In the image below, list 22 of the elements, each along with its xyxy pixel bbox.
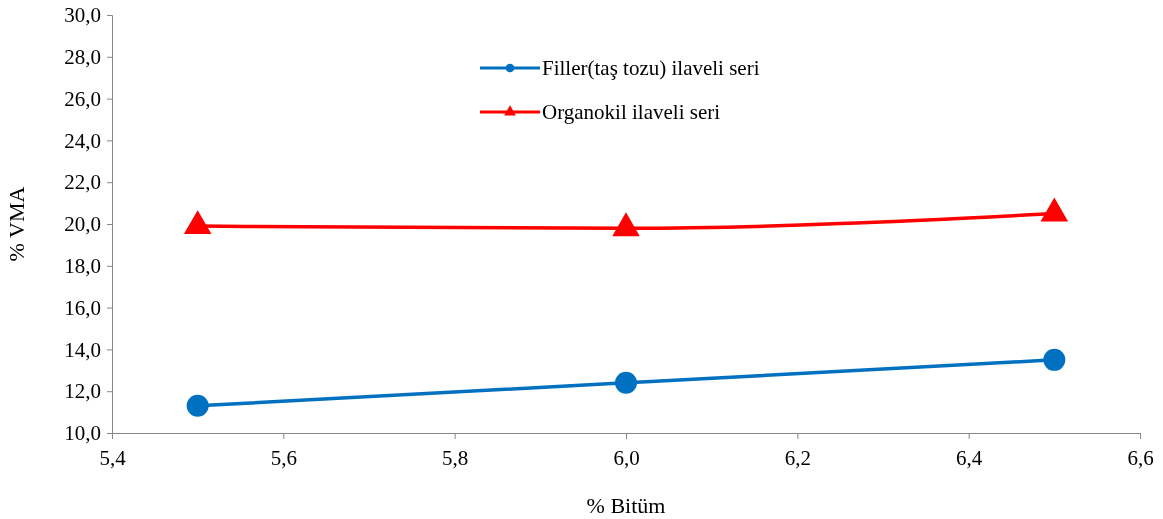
x-axis-title: % Bitüm: [586, 493, 666, 518]
y-tick-label: 26,0: [64, 86, 101, 111]
legend-label: Organokil ilaveli seri: [542, 100, 721, 124]
legend-label: Filler(taş tozu) ilaveli seri: [542, 56, 760, 80]
x-tick-label: 5,6: [270, 446, 297, 471]
x-tick-label: 5,4: [99, 446, 127, 471]
y-tick-label: 14,0: [64, 337, 101, 362]
x-tick-label: 5,8: [442, 446, 469, 471]
y-tick-label: 20,0: [64, 212, 101, 237]
y-tick-label: 10,0: [64, 421, 101, 446]
x-tick-label: 6,4: [956, 446, 983, 471]
x-tick-label: 6,2: [784, 446, 811, 471]
y-tick-label: 28,0: [64, 45, 101, 70]
y-tick-label: 12,0: [64, 379, 101, 404]
y-tick-label: 18,0: [64, 254, 101, 279]
y-axis-title: % VMA: [4, 186, 29, 262]
y-tick-label: 24,0: [64, 128, 101, 153]
x-tick-label: 6,6: [1127, 446, 1154, 471]
x-tick-label: 6,0: [613, 446, 640, 471]
y-tick-label: 22,0: [64, 170, 101, 195]
y-tick-label: 30,0: [64, 3, 101, 28]
y-tick-label: 16,0: [64, 295, 101, 320]
